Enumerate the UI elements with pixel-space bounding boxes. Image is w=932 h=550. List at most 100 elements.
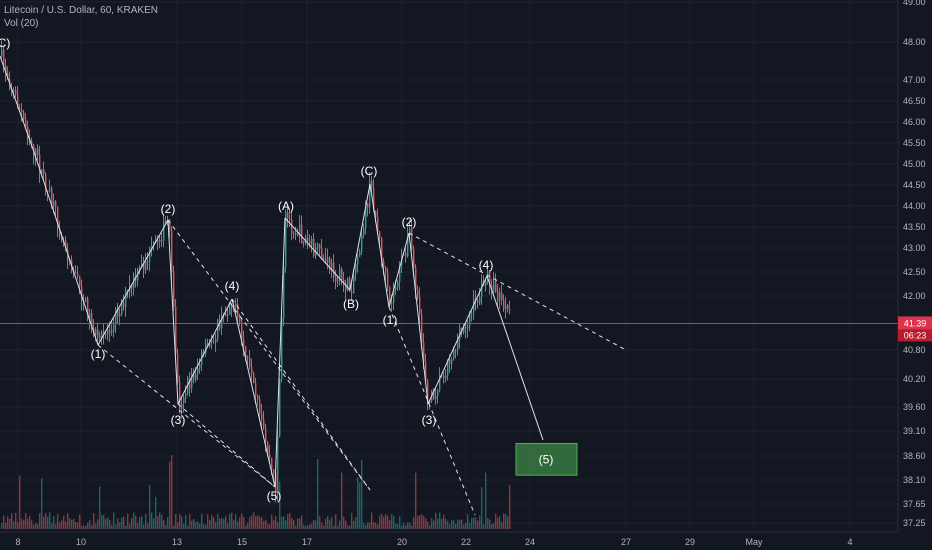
volume-bar (465, 523, 467, 529)
candle-body (497, 291, 499, 301)
volume-bar (215, 521, 217, 529)
candle-body (25, 119, 27, 128)
candle-body (423, 342, 425, 363)
symbol-title[interactable]: Litecoin / U.S. Dollar, 60, KRAKEN (4, 5, 158, 16)
candle-body (469, 313, 471, 327)
volume-bar (403, 522, 405, 529)
current-price-tag-bg (898, 316, 932, 330)
candle-body (489, 271, 491, 286)
wave-segment (486, 275, 544, 441)
candle-body (273, 469, 275, 474)
volume-bar (67, 513, 69, 529)
wave-segment (33, 151, 99, 346)
volume-indicator-title[interactable]: Vol (20) (4, 18, 39, 29)
volume-bar (459, 519, 461, 529)
candle-body (377, 217, 379, 232)
time-tick-label: 4 (847, 537, 852, 547)
candle-body (41, 169, 43, 175)
candle-body (189, 378, 191, 389)
volume-bar (33, 524, 35, 529)
price-axis-panel[interactable] (898, 0, 932, 550)
candle-body (345, 283, 347, 291)
volume-bar (507, 516, 509, 529)
volume-bar (201, 513, 203, 529)
volume-bar (441, 518, 443, 529)
candle-body (321, 248, 323, 260)
volume-bar (485, 472, 487, 529)
volume-bar (301, 515, 303, 529)
channel-line (408, 232, 627, 351)
volume-bar (9, 518, 11, 529)
wave-label-12: (3) (422, 413, 437, 427)
volume-bar (389, 520, 391, 529)
candle-body (229, 306, 231, 315)
candle-body (119, 314, 121, 317)
volume-bar (321, 522, 323, 529)
volume-bar (197, 521, 199, 529)
volume-bar (481, 487, 483, 529)
chart-legend[interactable]: Litecoin / U.S. Dollar, 60, KRAKEN Vol (… (4, 4, 158, 30)
volume-bar (477, 520, 479, 529)
volume-bar (309, 524, 311, 529)
candle-body (303, 241, 305, 244)
volume-bar (373, 522, 375, 529)
candle-body (195, 374, 197, 380)
volume-bars (1, 455, 511, 529)
time-axis-panel[interactable] (0, 532, 898, 550)
volume-bar (155, 496, 157, 529)
candle-body (173, 271, 175, 307)
volume-bar (395, 523, 397, 529)
volume-bar (449, 524, 451, 529)
volume-bar (259, 516, 261, 529)
time-tick-label: 13 (172, 537, 182, 547)
volume-bar (11, 513, 13, 529)
candle-body (499, 292, 501, 301)
volume-bar (423, 515, 425, 529)
volume-bar (241, 513, 243, 529)
volume-bar (123, 516, 125, 529)
price-axis[interactable]: 49.00 48.00 47.00 46.50 46.00 45.50 45.00 44.50… (903, 0, 926, 528)
candle-body (507, 305, 509, 310)
price-tick-label: 43.50 (903, 222, 926, 232)
price-tick-label: 37.65 (903, 499, 926, 509)
wave-segment (427, 275, 488, 405)
candle-body (235, 303, 237, 306)
elliott-wave-drawings[interactable] (0, 55, 627, 516)
candle-body (257, 395, 259, 400)
candle-body (447, 359, 449, 376)
candle-body (387, 272, 389, 288)
target-zone[interactable]: (5) (515, 443, 578, 476)
candle-body (91, 313, 93, 329)
candle-body (127, 289, 129, 292)
volume-bar (281, 516, 283, 529)
volume-bar (489, 519, 491, 529)
volume-bar (91, 525, 93, 529)
candle-body (331, 262, 333, 271)
candle-body (287, 212, 289, 219)
volume-bar (105, 519, 107, 529)
candle-body (479, 296, 481, 303)
time-tick-label: 10 (76, 537, 86, 547)
volume-bar (213, 517, 215, 529)
candle-body (347, 278, 349, 291)
candle-body (389, 287, 391, 303)
volume-bar (351, 512, 353, 529)
candle-body (227, 314, 229, 317)
volume-bar (75, 521, 77, 529)
volume-bar (353, 520, 355, 529)
volume-bar (361, 459, 363, 529)
candle-body (397, 281, 399, 288)
time-axis[interactable]: 8 10 13 15 17 20 22 24 27 29 May 4 (15, 537, 852, 547)
volume-bar (221, 517, 223, 529)
volume-bar (365, 524, 367, 529)
candle-body (89, 313, 91, 320)
candle-body (471, 313, 473, 315)
candle-body (467, 326, 469, 329)
volume-bar (505, 513, 507, 529)
volume-bar (247, 522, 249, 529)
candle-body (155, 240, 157, 242)
candle-body (293, 232, 295, 234)
volume-bar (381, 513, 383, 529)
volume-bar (405, 525, 407, 529)
